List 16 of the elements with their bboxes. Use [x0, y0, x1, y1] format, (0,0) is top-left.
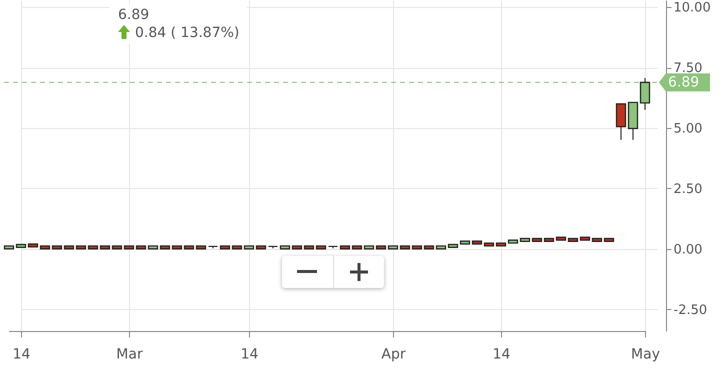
- y-tick-label: 5.00: [674, 122, 702, 137]
- y-tick-label: 2.50: [674, 182, 702, 197]
- x-tick-label: 14: [12, 346, 30, 362]
- annotation: 0.84 ( 13.87%): [134, 24, 240, 42]
- x-tick-label: Mar: [116, 346, 143, 362]
- x-tick-label: Apr: [381, 346, 406, 362]
- y-tick-label: 0.00: [674, 242, 702, 258]
- x-tick-label: 14: [240, 346, 258, 362]
- x-tick-label: 14: [492, 346, 510, 362]
- y-tick-label: -2.50: [674, 302, 708, 318]
- ref-line-label: 6.89: [668, 74, 700, 90]
- y-tick-label: 7.50: [674, 61, 702, 76]
- annotation: 6.89: [118, 6, 150, 24]
- y-tick-label: 10.00: [674, 0, 711, 16]
- x-tick-label: May: [631, 346, 660, 362]
- candlestick: [616, 103, 626, 140]
